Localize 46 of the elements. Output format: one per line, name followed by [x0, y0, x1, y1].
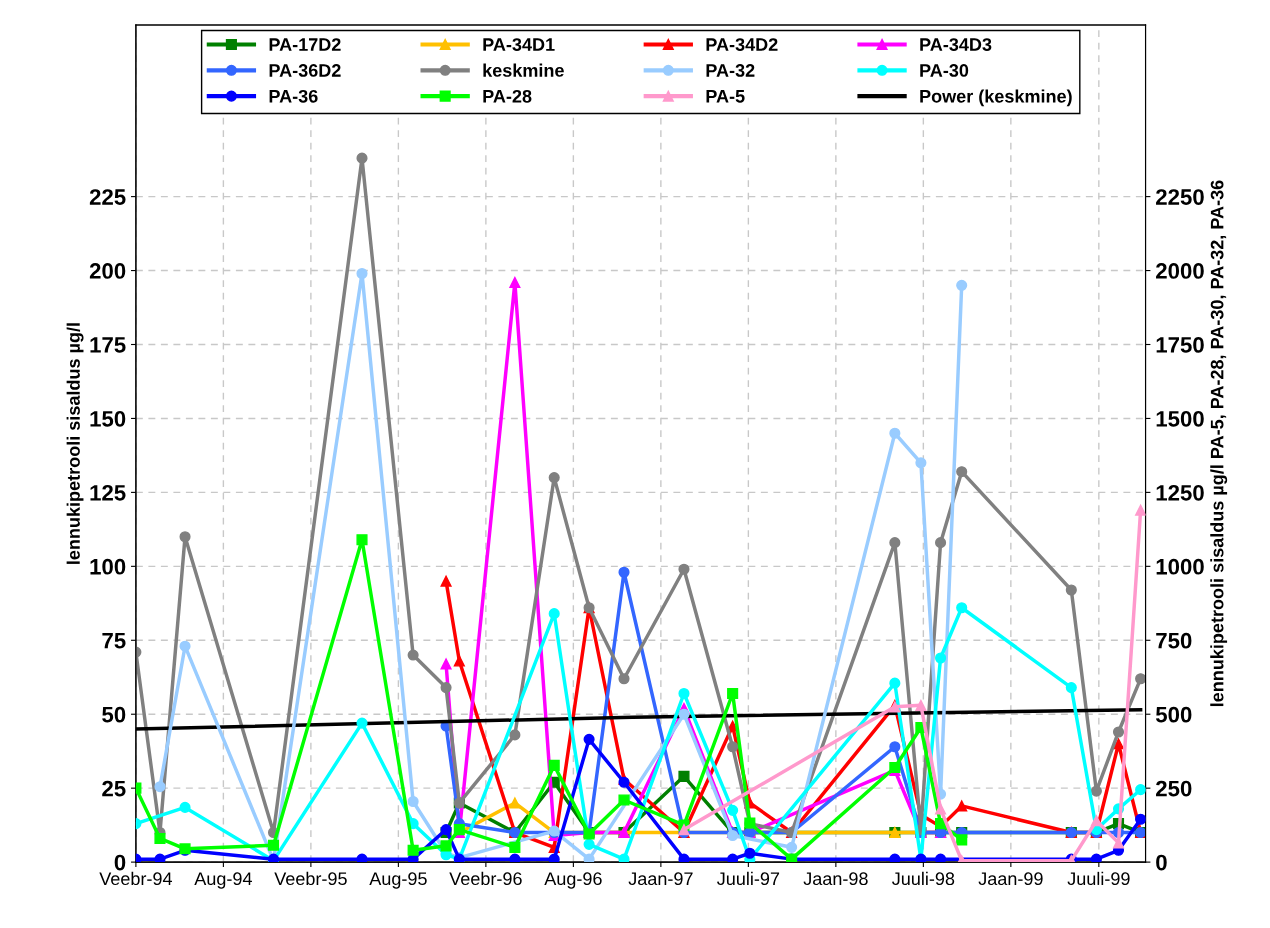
- x-tick-label: Juuli-99: [1067, 871, 1130, 886]
- y2-tick-label: 0: [1156, 854, 1167, 871]
- y-tick-label: 50: [102, 706, 126, 723]
- x-tick-label: Jaan-98: [803, 872, 868, 886]
- y2-tick-label: 1750: [1156, 337, 1204, 353]
- legend-label: PA-36D2: [269, 64, 341, 77]
- y2-tick-label: 750: [1156, 632, 1192, 649]
- x-tick-label: Aug-95: [369, 872, 427, 889]
- y2-tick-label: 1000: [1156, 558, 1204, 575]
- y-tick-label: 200: [89, 263, 126, 279]
- legend-label: keskmine: [483, 63, 564, 77]
- legend-label: PA-34D2: [706, 38, 778, 51]
- y2-tick-label: 1250: [1156, 484, 1204, 501]
- legend-label: PA-28: [483, 89, 532, 103]
- legend-label: PA-34D1: [483, 38, 555, 51]
- x-tick-label: Juuli-97: [717, 871, 780, 886]
- x-tick-label: Juuli-98: [892, 871, 955, 886]
- legend-label: PA-30: [920, 64, 969, 77]
- y2-tick-label: 1500: [1156, 410, 1204, 427]
- y-axis-title: lennukipetrooli sisaldus µg/l: [66, 323, 84, 564]
- legend-label: PA-17D2: [269, 38, 341, 51]
- y2-tick-label: 500: [1155, 706, 1192, 723]
- y2-tick-label: 250: [1156, 780, 1192, 797]
- y2-tick-label: 2250: [1156, 189, 1204, 205]
- x-tick-label: Aug-96: [544, 872, 602, 889]
- legend-label: PA-36: [269, 89, 318, 103]
- y-tick-label: 175: [90, 337, 126, 353]
- y-tick-label: 100: [90, 558, 126, 575]
- legend-label: Power (keskmine): [920, 89, 1072, 107]
- x-tick-label: Veebr-96: [449, 871, 522, 886]
- y-tick-label: 25: [102, 780, 126, 797]
- x-tick-label: Veebr-95: [274, 871, 347, 886]
- y-tick-label: 125: [90, 484, 126, 501]
- legend-label: PA-32: [706, 64, 755, 77]
- legend-label: PA-34D3: [920, 38, 992, 51]
- x-tick-label: Aug-94: [194, 872, 252, 889]
- y2-axis-title: lennukipetrooli sisaldus µg/l PA-5, PA-28, PA-30, PA-32, PA-36: [1210, 180, 1228, 707]
- legend-label: PA-5: [706, 90, 745, 103]
- y2-tick-label: 2000: [1156, 263, 1204, 279]
- x-tick-label: Jaan-99: [978, 872, 1043, 886]
- y-tick-label: 75: [102, 633, 126, 649]
- y-tick-label: 150: [90, 410, 126, 427]
- y-tick-label: 0: [114, 854, 126, 871]
- x-tick-label: Veebr-94: [99, 871, 173, 886]
- y-tick-label: 225: [89, 189, 126, 205]
- x-tick-label: Jaan-97: [628, 872, 693, 886]
